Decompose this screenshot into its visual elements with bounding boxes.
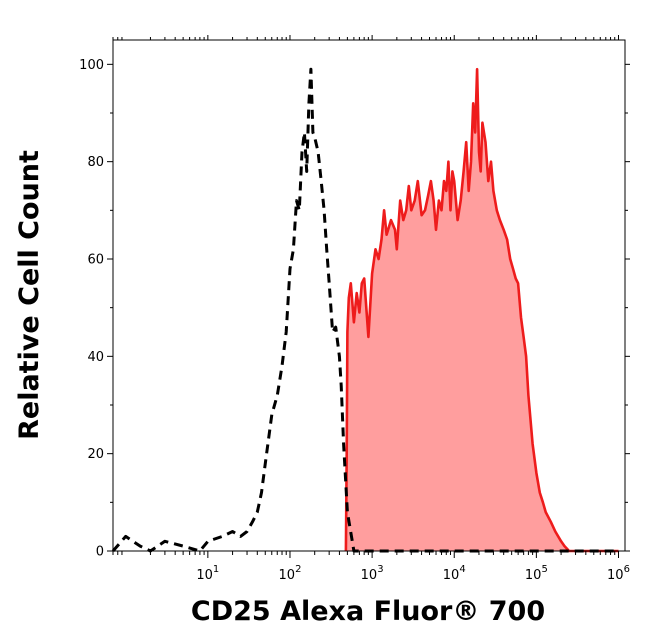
tick-labels: 0 20 40 60 80 100 101 102 103 104 105 106 [79,58,630,583]
x-tick-label: 102 [279,564,302,583]
plot-frame [112,39,626,552]
y-tick-label: 80 [87,155,104,170]
y-tick-label: 40 [87,350,104,365]
series-filled-line [344,67,619,553]
y-tick-label: 20 [87,447,104,462]
x-tick-label: 105 [525,564,548,583]
series-dashed-line [111,67,619,553]
axes [112,39,626,552]
y-axis-title: Relative Cell Count [14,150,45,440]
y-tick-label: 0 [96,545,104,560]
x-tick-label: 104 [443,564,466,583]
plot-area [111,67,619,553]
x-tick-label: 106 [607,564,630,583]
x-tick-label: 101 [196,564,219,583]
x-tick-label: 103 [361,564,384,583]
series-fill-area [345,69,619,551]
y-tick-label: 100 [79,58,104,73]
x-axis-title: CD25 Alexa Fluor® 700 [191,596,545,627]
y-tick-label: 60 [87,253,104,268]
tick-marks [107,35,630,558]
